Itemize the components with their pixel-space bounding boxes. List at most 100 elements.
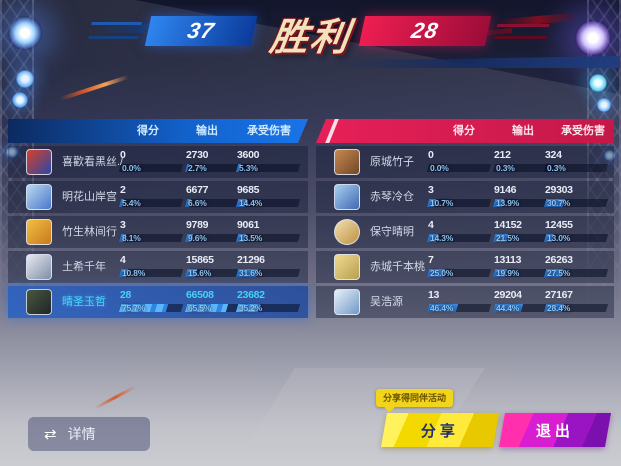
output-value: 2730 [186, 149, 209, 161]
score-value: 4 [120, 254, 126, 266]
score-value: 13 [428, 289, 440, 301]
player-avatar[interactable] [26, 219, 52, 245]
player-row[interactable]: 保守晴明 4 14.3% 14152 21.5% 12455 13.0% [316, 216, 614, 248]
score-percent: 8.1% [122, 233, 141, 243]
red-team-table: 得分 输出 承受伤害 原城竹子 0 0.0% 212 0.3% 324 0.3%… [316, 119, 614, 324]
exit-button[interactable]: 退出 [499, 413, 611, 447]
output-percent: 65.5% [188, 303, 212, 313]
player-row[interactable]: 土希千年 4 10.8% 15865 15.6% 21296 31.6% [8, 251, 308, 283]
damage-percent: 14.4% [239, 198, 263, 208]
score-value: 0 [120, 149, 126, 161]
output-percent: 9.6% [188, 233, 207, 243]
player-name: 原城竹子 [370, 156, 414, 168]
damage-percent: 28.4% [547, 303, 571, 313]
player-name: 赤城千本桃 [370, 261, 425, 273]
score-percent: 0.0% [122, 163, 141, 173]
damage-value: 324 [545, 149, 562, 161]
player-row[interactable]: 竹生林间行 3 8.1% 9789 9.6% 9061 13.5% [8, 216, 308, 248]
output-percent: 21.5% [496, 233, 520, 243]
swap-icon: ⇄ [44, 426, 57, 443]
player-row[interactable]: 赤城千本桃 7 25.0% 13113 19.9% 26263 27.5% [316, 251, 614, 283]
speed-streak [88, 24, 150, 33]
score-value: 0 [428, 149, 434, 161]
damage-value: 9685 [237, 184, 260, 196]
player-row[interactable]: 赤琴冷仓 3 10.7% 9146 13.9% 29303 30.7% [316, 181, 614, 213]
damage-percent: 5.3% [239, 163, 258, 173]
output-percent: 2.7% [188, 163, 207, 173]
player-avatar[interactable] [334, 219, 360, 245]
player-avatar[interactable] [334, 184, 360, 210]
output-percent: 13.9% [496, 198, 520, 208]
player-avatar[interactable] [334, 289, 360, 315]
player-name: 竹生林间行 [62, 226, 117, 238]
output-value: 14152 [494, 219, 522, 231]
output-percent: 44.4% [496, 303, 520, 313]
output-percent: 15.6% [188, 268, 212, 278]
red-team-score-banner: 28 [358, 16, 492, 46]
damage-percent: 31.6% [239, 268, 263, 278]
output-value: 13113 [494, 254, 522, 266]
column-header-output: 输出 [196, 125, 218, 137]
blue-team-table: 得分 输出 承受伤害 喜歡看黑丝./ 0 0.0% 2730 2.7% 3600… [8, 119, 308, 324]
spark-streak [93, 385, 137, 410]
player-name: 保守晴明 [370, 226, 414, 238]
damage-percent: 0.3% [547, 163, 566, 173]
red-team-score: 28 [409, 18, 441, 43]
column-header-damage: 承受伤害 [247, 125, 291, 137]
player-row[interactable]: 明花山岸宫 2 5.4% 6677 6.6% 9685 14.4% [8, 181, 308, 213]
damage-value: 27167 [545, 289, 573, 301]
details-button[interactable]: ⇄ 详情 [28, 417, 150, 451]
details-button-label: 详情 [67, 426, 96, 442]
damage-value: 29303 [545, 184, 573, 196]
share-button[interactable]: 分享 [381, 413, 499, 447]
output-percent: 6.6% [188, 198, 207, 208]
score-value: 28 [120, 289, 132, 301]
player-avatar[interactable] [26, 184, 52, 210]
damage-value: 9061 [237, 219, 260, 231]
damage-value: 3600 [237, 149, 260, 161]
damage-value: 26263 [545, 254, 573, 266]
player-name: 吴浩源 [370, 296, 403, 308]
player-avatar[interactable] [26, 254, 52, 280]
player-avatar[interactable] [26, 289, 52, 315]
score-percent: 10.7% [430, 198, 454, 208]
column-header-score: 得分 [453, 125, 475, 137]
output-value: 9789 [186, 219, 209, 231]
damage-value: 12455 [545, 219, 573, 231]
output-percent: 19.9% [496, 268, 520, 278]
damage-value: 21296 [237, 254, 265, 266]
output-value: 6677 [186, 184, 209, 196]
damage-percent: 35.2% [239, 303, 263, 313]
score-percent: 10.8% [122, 268, 146, 278]
player-avatar[interactable] [26, 149, 52, 175]
score-value: 4 [428, 219, 434, 231]
damage-percent: 13.0% [547, 233, 571, 243]
column-header-score: 得分 [137, 125, 159, 137]
score-value: 3 [120, 219, 126, 231]
output-value: 29204 [494, 289, 522, 301]
damage-percent: 13.5% [239, 233, 263, 243]
column-header-damage: 承受伤害 [561, 125, 605, 137]
player-row-self[interactable]: 晴圣玉哲 28 75.7% 66508 65.5% 23682 35.2% [8, 286, 308, 318]
player-row[interactable]: 原城竹子 0 0.0% 212 0.3% 324 0.3% [316, 146, 614, 178]
share-tooltip: 分享得同伴活动 [376, 389, 454, 407]
output-value: 212 [494, 149, 511, 161]
player-name: 晴圣玉哲 [62, 296, 106, 308]
output-value: 66508 [186, 289, 214, 301]
player-name: 明花山岸宫 [62, 191, 117, 203]
output-percent: 0.3% [496, 163, 515, 173]
column-header-output: 输出 [512, 125, 534, 137]
player-avatar[interactable] [334, 254, 360, 280]
spark-streak [59, 74, 129, 102]
red-table-header: 得分 输出 承受伤害 [316, 119, 614, 143]
player-row[interactable]: 吴浩源 13 46.4% 29204 44.4% 27167 28.4% [316, 286, 614, 318]
score-value: 7 [428, 254, 434, 266]
exit-button-label: 退出 [535, 422, 574, 440]
player-row[interactable]: 喜歡看黑丝./ 0 0.0% 2730 2.7% 3600 5.3% [8, 146, 308, 178]
player-name: 土希千年 [62, 261, 106, 273]
score-percent: 5.4% [122, 198, 141, 208]
score-percent: 75.7% [122, 303, 146, 313]
blue-table-header: 得分 输出 承受伤害 [8, 119, 308, 143]
output-value: 15865 [186, 254, 214, 266]
player-avatar[interactable] [334, 149, 360, 175]
